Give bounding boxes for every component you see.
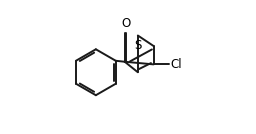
Text: O: O: [121, 17, 130, 30]
Text: Cl: Cl: [170, 58, 182, 71]
Text: S: S: [134, 39, 142, 52]
